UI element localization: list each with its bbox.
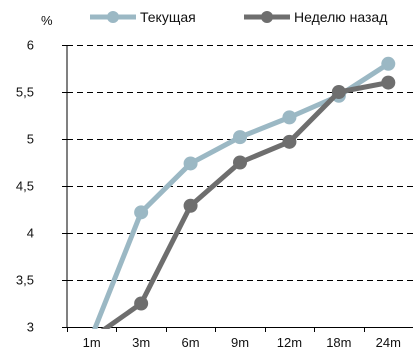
data-point [183,198,198,213]
legend-label-current: Текущая [140,9,196,25]
series-layer [91,56,396,329]
y-tick-label: 4 [27,226,34,241]
y-axis: 3 3,5 4 4,5 5 5,5 6 [16,38,68,335]
data-point [233,155,247,170]
data-point [282,110,297,125]
legend-item-week-ago: Неделю назад [244,9,387,25]
x-tick-label: 12m [277,335,302,350]
y-tick-label: 6 [27,38,34,53]
y-tick-label: 3,5 [16,273,34,288]
x-tick-label: 3m [132,335,150,350]
x-tick-label: 6m [182,335,200,350]
y-tick-label: 4,5 [16,179,34,194]
data-point [183,156,198,171]
data-point [331,85,346,99]
data-point [134,205,149,220]
legend-marker-week-ago [261,11,273,23]
legend-label-week-ago: Неделю назад [294,9,387,25]
legend-item-current: Текущая [90,9,196,25]
legend-marker-current [107,11,119,23]
y-tick-label: 5,5 [16,85,34,100]
y-unit-label: % [41,13,53,28]
series-1 [100,75,396,329]
x-axis: 1m 3m 6m 9m 12m 18m 24m [67,327,413,350]
x-tick-label: 24m [376,335,401,350]
data-point [381,75,396,90]
x-tick-label: 18m [326,335,351,350]
data-point [282,134,297,149]
x-tick-label: 1m [83,335,101,350]
y-tick-label: 3 [27,320,34,335]
x-tick-label: 9m [231,335,249,350]
y-tick-label: 5 [27,132,34,147]
data-point [381,56,396,71]
series-line [91,61,390,329]
data-point [233,130,247,145]
series-0 [91,56,396,329]
legend: Текущая Неделю назад [90,9,387,25]
data-point [134,296,149,311]
